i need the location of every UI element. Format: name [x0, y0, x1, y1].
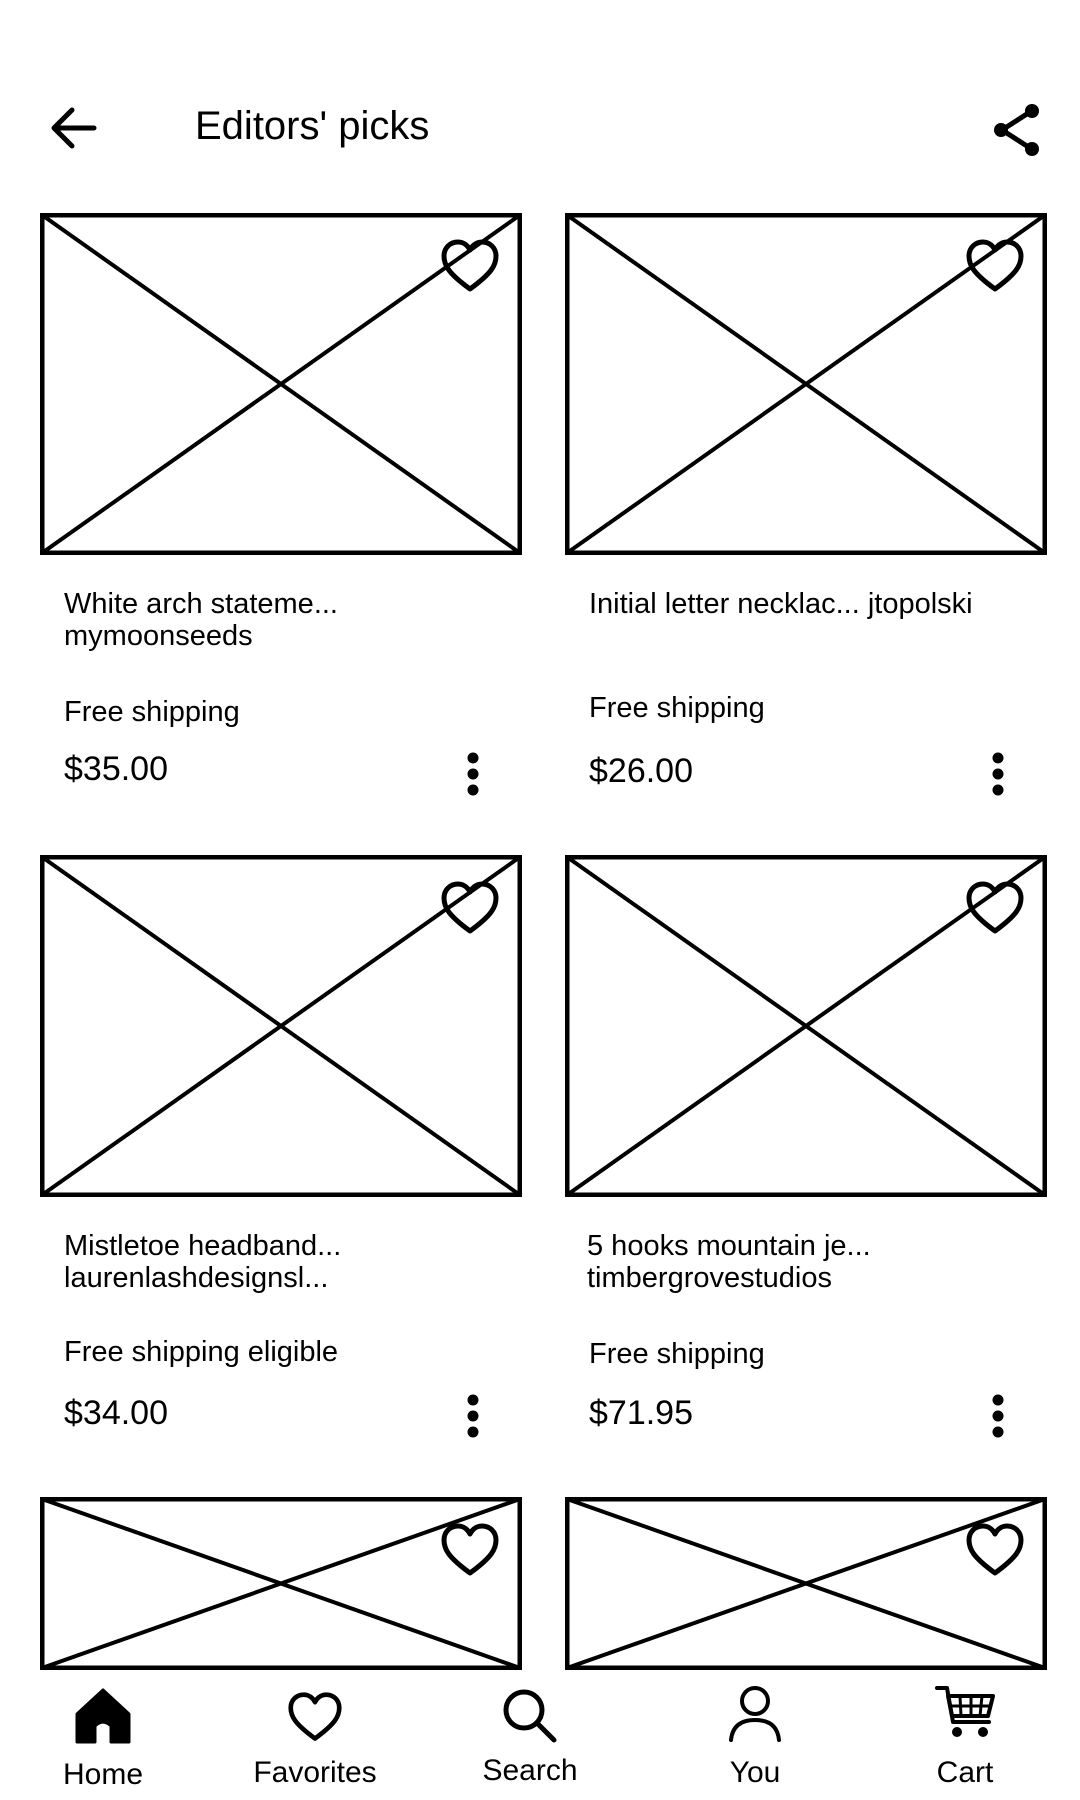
- heart-icon: [966, 1523, 1024, 1576]
- nav-label: Home: [62, 1758, 144, 1791]
- product-title[interactable]: Initial letter necklac... jtopolski: [589, 588, 973, 620]
- top-app-bar: Editors' picks: [0, 0, 1080, 200]
- shipping-info: Free shipping: [589, 692, 765, 724]
- heart-icon: [441, 239, 499, 292]
- share-button[interactable]: [990, 100, 1046, 160]
- more-vertical-icon: [467, 752, 479, 796]
- product-card[interactable]: [40, 1497, 524, 1670]
- product-card[interactable]: White arch stateme... mymoonseeds Free s…: [40, 213, 522, 813]
- share-icon: [994, 104, 1039, 156]
- nav-item-home[interactable]: Home: [18, 1670, 188, 1800]
- nav-item-search[interactable]: Search: [445, 1670, 615, 1800]
- more-options-button[interactable]: [458, 1393, 488, 1439]
- favorite-button[interactable]: [963, 237, 1027, 297]
- cart-icon: [935, 1686, 995, 1737]
- bottom-navigation: Home Favorites Search You Car: [0, 1670, 1080, 1800]
- product-title[interactable]: Mistletoe headband...: [64, 1230, 342, 1262]
- nav-label: Favorites: [253, 1756, 377, 1789]
- product-image-placeholder[interactable]: [40, 213, 522, 555]
- nav-item-cart[interactable]: Cart: [880, 1670, 1050, 1800]
- heart-icon: [966, 881, 1024, 934]
- favorite-button[interactable]: [438, 237, 502, 297]
- product-price: $35.00: [64, 750, 168, 788]
- heart-icon: [441, 1523, 499, 1576]
- more-options-button[interactable]: [983, 751, 1013, 797]
- product-card[interactable]: [565, 1497, 1049, 1670]
- more-vertical-icon: [467, 1394, 479, 1438]
- nav-item-you[interactable]: You: [670, 1670, 840, 1800]
- product-price: $26.00: [589, 752, 693, 790]
- back-button[interactable]: [48, 100, 104, 156]
- shipping-info: Free shipping: [64, 696, 240, 728]
- heart-icon: [966, 239, 1024, 292]
- favorite-button[interactable]: [438, 879, 502, 939]
- nav-label: You: [729, 1756, 781, 1789]
- home-icon: [75, 1688, 131, 1744]
- nav-item-favorites[interactable]: Favorites: [230, 1670, 400, 1800]
- page-title: Editors' picks: [195, 104, 430, 148]
- user-icon: [729, 1686, 781, 1742]
- product-image-placeholder[interactable]: [40, 1497, 522, 1670]
- product-card[interactable]: Initial letter necklac... jtopolski Free…: [565, 213, 1047, 813]
- product-title[interactable]: 5 hooks mountain je...: [587, 1230, 871, 1262]
- product-card[interactable]: 5 hooks mountain je... timbergrovestudio…: [565, 855, 1047, 1455]
- shop-name[interactable]: mymoonseeds: [64, 620, 253, 652]
- heart-icon: [441, 881, 499, 934]
- product-image-placeholder[interactable]: [565, 855, 1047, 1197]
- nav-label: Cart: [936, 1756, 994, 1789]
- nav-label: Search: [482, 1754, 578, 1787]
- favorite-button[interactable]: [963, 879, 1027, 939]
- more-options-button[interactable]: [983, 1393, 1013, 1439]
- product-image-placeholder[interactable]: [565, 1497, 1047, 1670]
- product-image-placeholder[interactable]: [40, 855, 522, 1197]
- more-options-button[interactable]: [458, 751, 488, 797]
- arrow-left-icon: [51, 107, 97, 149]
- product-price: $34.00: [64, 1394, 168, 1432]
- shop-name[interactable]: laurenlashdesignsl...: [64, 1262, 329, 1294]
- more-vertical-icon: [992, 1394, 1004, 1438]
- heart-icon: [288, 1692, 342, 1741]
- shop-name[interactable]: timbergrovestudios: [587, 1262, 832, 1294]
- product-image-placeholder[interactable]: [565, 213, 1047, 555]
- favorite-button[interactable]: [963, 1521, 1027, 1581]
- favorite-button[interactable]: [438, 1521, 502, 1581]
- search-icon: [503, 1689, 557, 1743]
- product-card[interactable]: Mistletoe headband... laurenlashdesignsl…: [40, 855, 522, 1455]
- shipping-info: Free shipping: [589, 1338, 765, 1370]
- shipping-info: Free shipping eligible: [64, 1336, 339, 1368]
- product-price: $71.95: [589, 1394, 693, 1432]
- more-vertical-icon: [992, 752, 1004, 796]
- product-title[interactable]: White arch stateme...: [64, 588, 338, 620]
